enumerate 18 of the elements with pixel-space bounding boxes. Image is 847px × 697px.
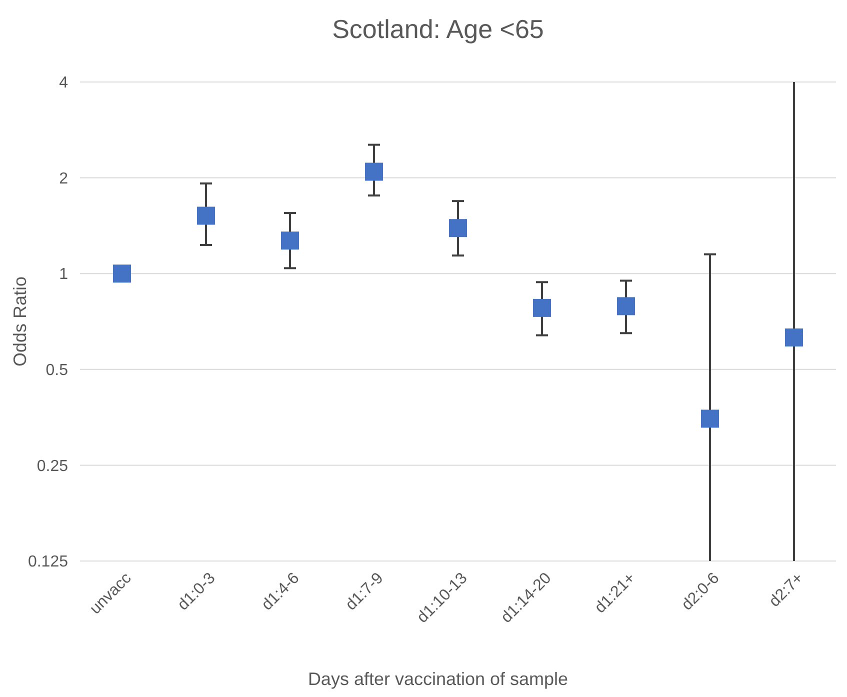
y-tick-label: 0.25 <box>36 458 68 475</box>
chart-title: Scotland: Age <65 <box>332 14 544 44</box>
point <box>617 297 635 316</box>
point <box>449 219 467 238</box>
point <box>533 298 551 317</box>
point <box>785 328 803 346</box>
y-tick-label: 0.125 <box>28 554 68 571</box>
y-tick-label: 4 <box>59 74 68 92</box>
y-axis-title: Odds Ratio <box>10 276 30 367</box>
point <box>113 264 131 283</box>
y-tick-label: 2 <box>59 170 68 188</box>
point <box>701 410 719 428</box>
point <box>281 232 299 250</box>
point <box>365 162 383 181</box>
x-axis-title: Days after vaccination of sample <box>308 669 568 689</box>
y-tick-label: 1 <box>59 266 68 284</box>
point <box>197 206 215 225</box>
y-tick-label: 0.5 <box>46 362 68 379</box>
